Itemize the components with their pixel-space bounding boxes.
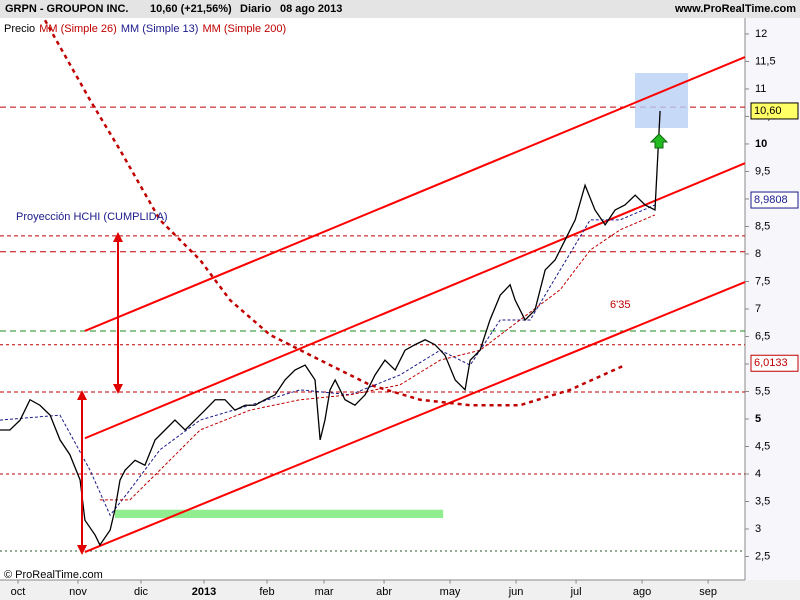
x-tick-label: may xyxy=(440,586,461,598)
quote: 10,60 (+21,56%) xyxy=(150,3,232,15)
y-tick-label: 8,5 xyxy=(755,220,770,232)
y-tick-label: 5,5 xyxy=(755,385,770,397)
legend-entry: MM (Simple 200) xyxy=(202,23,286,35)
x-tick-label: nov xyxy=(69,586,87,598)
series-line xyxy=(0,204,656,517)
period: Diario xyxy=(240,3,271,15)
y-tick-label: 7,5 xyxy=(755,275,770,287)
trend-line xyxy=(84,281,746,554)
y-tick-label: 4 xyxy=(755,468,761,480)
y-tick-label: 8 xyxy=(755,248,761,260)
site: www.ProRealTime.com xyxy=(674,3,796,15)
price-label-box xyxy=(750,191,799,209)
y-tick-label: 6,5 xyxy=(755,330,770,342)
trend-line xyxy=(84,56,746,332)
support-zone xyxy=(114,509,444,518)
date: 08 ago 2013 xyxy=(280,3,342,15)
series-line xyxy=(99,214,656,501)
y-tick-label: 10 xyxy=(755,138,767,150)
symbol: GRPN - GROUPON INC. xyxy=(5,3,128,15)
series-line xyxy=(43,19,626,407)
price-label: 10,60 xyxy=(754,105,782,117)
series-line xyxy=(0,110,661,547)
y-tick-label: 11,5 xyxy=(755,55,776,67)
x-tick-label: ago xyxy=(633,586,651,598)
x-tick-label: jul xyxy=(570,586,582,598)
y-tick-label: 12 xyxy=(755,28,767,40)
y-tick-label: 2,5 xyxy=(755,550,770,562)
x-tick-label: abr xyxy=(376,586,392,598)
range-arrows xyxy=(77,232,123,555)
price-label: 6,0133 xyxy=(754,357,788,369)
x-tick-label: 2013 xyxy=(192,586,216,598)
x-tick-label: mar xyxy=(315,586,334,598)
price-label-box xyxy=(750,354,799,372)
x-tick-label: feb xyxy=(259,586,274,598)
annotation: Proyección HCHI (CUMPLIDA) xyxy=(16,211,168,223)
legend: Precio MM (Simple 26) MM (Simple 13) MM (Si… xyxy=(4,23,286,35)
y-tick-label: 3 xyxy=(755,523,761,535)
y-tick-label: 7 xyxy=(755,303,761,315)
y-tick-label: 3,5 xyxy=(755,495,770,507)
x-tick-label: oct xyxy=(11,586,26,598)
up-arrow xyxy=(649,133,669,149)
legend-entry: MM (Simple 13) xyxy=(121,23,199,35)
x-tick-label: jun xyxy=(508,586,524,598)
x-tick-label: dic xyxy=(134,586,149,598)
price-label-box xyxy=(750,102,799,120)
trend-line xyxy=(84,162,746,440)
y-axis-band xyxy=(745,18,800,580)
price-label: 8,9808 xyxy=(754,194,788,206)
x-axis-band xyxy=(0,580,800,600)
y-tick-label: 5 xyxy=(755,413,761,425)
highlight-box xyxy=(635,73,688,128)
y-tick-label: 9,5 xyxy=(755,165,770,177)
y-tick-label: 11 xyxy=(755,83,766,95)
annotation: 6'35 xyxy=(610,299,630,311)
legend-entry: MM (Simple 26) xyxy=(39,23,117,35)
y-tick-label: 4,5 xyxy=(755,440,770,452)
legend-entry: Precio xyxy=(4,23,35,35)
footer: © ProRealTime.com xyxy=(4,569,103,581)
x-tick-label: sep xyxy=(699,586,717,598)
header-bar xyxy=(0,0,800,18)
